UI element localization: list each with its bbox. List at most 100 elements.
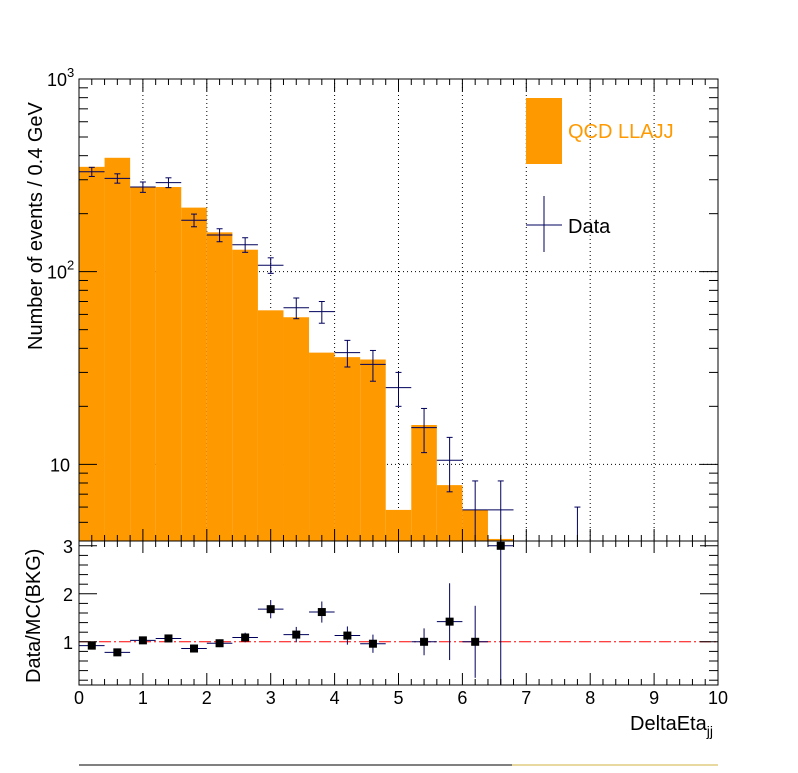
- ratio-x-tick-label: 4: [330, 688, 340, 708]
- ratio-x-tick-label: 2: [202, 688, 212, 708]
- data-point: [385, 371, 412, 407]
- data-point: [283, 297, 310, 320]
- histogram-bar: [360, 359, 386, 541]
- data-point: [411, 407, 437, 454]
- ratio-point: [155, 634, 182, 643]
- histogram-bar: [104, 157, 131, 541]
- data-point: [181, 213, 207, 228]
- ratio-point: [79, 641, 105, 650]
- main-y-tick-label: 102: [47, 258, 74, 283]
- ratio-point: [257, 600, 284, 619]
- data-point: [155, 177, 182, 189]
- data-point: [104, 173, 131, 184]
- ratio-point-marker: [87, 641, 96, 650]
- ratio-point: [104, 648, 131, 657]
- ratio-point: [462, 605, 488, 678]
- data-point: [232, 237, 258, 253]
- ratio-point: [206, 639, 233, 648]
- ratio-y-ticks: 1 2 3: [63, 537, 718, 681]
- ratio-y-tick-label: 2: [63, 585, 73, 605]
- ratio-x-tick-label: 0: [74, 688, 84, 708]
- ratio-x-ticks: 0 1 2 3 4 5 6 7 8 9 10: [74, 541, 728, 708]
- data-point: [487, 480, 514, 541]
- legend: QCD LLAJJ Data: [526, 98, 674, 252]
- legend-hist-swatch: [526, 98, 562, 164]
- data-point: [334, 339, 361, 368]
- main-x-ticks: [78, 79, 719, 541]
- ratio-point-marker: [113, 648, 122, 657]
- main-y-tick-label: 103: [47, 65, 74, 90]
- ratio-panel: 1 2 3 0 1 2 3 4 5 6 7 8 9 10 Data/MC(BKG) DeltaEtajj: [23, 537, 728, 739]
- histogram-bar: [155, 187, 182, 541]
- ratio-point-marker: [138, 636, 147, 645]
- ratio-point-marker: [241, 633, 250, 642]
- ratio-x-tick-label: 7: [521, 688, 531, 708]
- main-y-tick-label-base: 10: [50, 455, 70, 475]
- histogram-bar: [206, 232, 233, 542]
- main-y-tick-label-base: 10: [47, 70, 67, 90]
- main-y-tick-label-exponent: 3: [67, 65, 74, 80]
- x-axis-title-subscript: jj: [706, 723, 713, 739]
- ratio-x-tick-label: 8: [585, 688, 595, 708]
- ratio-y-tick-label: 1: [63, 633, 73, 653]
- ratio-y-axis-title: Data/MC(BKG): [23, 549, 45, 683]
- ratio-x-tick-label: 3: [266, 688, 276, 708]
- ratio-x-tick-label: 9: [649, 688, 659, 708]
- data-point: [206, 228, 233, 243]
- ratio-point-marker: [420, 637, 429, 646]
- histogram-bar: [181, 207, 207, 541]
- ratio-point-marker: [215, 639, 224, 648]
- histogram-bar: [334, 357, 361, 541]
- ratio-point-marker: [266, 605, 275, 614]
- ratio-point-marker: [190, 644, 199, 653]
- main-y-tick-label: 10: [50, 455, 70, 475]
- histogram-bar: [130, 187, 156, 541]
- data-point: [79, 166, 105, 177]
- histogram-bar: [232, 249, 258, 541]
- data-point: [462, 480, 488, 541]
- ratio-point: [283, 626, 310, 643]
- ratio-x-tick-label: 1: [138, 688, 148, 708]
- ratio-point-marker: [471, 637, 480, 646]
- ratio-point: [411, 628, 437, 656]
- legend-hist-label: QCD LLAJJ: [568, 121, 674, 143]
- ratio-point: [309, 601, 335, 623]
- x-axis-title: DeltaEtajj: [630, 713, 713, 739]
- histogram-bars: [79, 157, 514, 542]
- histogram-bar: [436, 485, 463, 541]
- data-point: [309, 301, 335, 324]
- ratio-point: [130, 636, 156, 645]
- ratio-point: [232, 632, 258, 643]
- ratio-point-marker: [317, 608, 326, 617]
- ratio-x-tick-label: 5: [393, 688, 403, 708]
- data-point: [130, 181, 156, 193]
- main-y-tick-label-base: 10: [47, 263, 67, 283]
- histogram-bar: [79, 166, 105, 542]
- histogram-bar: [257, 310, 284, 541]
- legend-data-label: Data: [568, 216, 611, 238]
- legend-data-marker: [526, 196, 562, 252]
- data-points: [79, 166, 591, 542]
- ratio-point-marker: [292, 630, 301, 639]
- ratio-y-tick-label: 3: [63, 537, 73, 557]
- ratio-point-marker: [445, 617, 454, 626]
- ratio-point: [181, 644, 207, 653]
- main-y-axis-title: Number of events / 0.4 GeV: [25, 101, 47, 350]
- ratio-point-marker: [368, 639, 377, 648]
- ratio-point-marker: [343, 631, 352, 640]
- main-y-tick-label-exponent: 2: [67, 258, 74, 273]
- ratio-point: [436, 583, 463, 661]
- x-axis-title-main: DeltaEta: [630, 713, 708, 735]
- histogram-bar: [283, 317, 310, 541]
- data-point: [360, 349, 386, 382]
- ratio-point: [360, 634, 386, 653]
- ratio-x-tick-label: 10: [708, 688, 728, 708]
- data-point: [257, 257, 284, 274]
- histogram-bar: [309, 352, 335, 541]
- ratio-x-tick-label: 6: [457, 688, 467, 708]
- ratio-point-marker: [164, 634, 173, 643]
- data-point: [436, 436, 463, 493]
